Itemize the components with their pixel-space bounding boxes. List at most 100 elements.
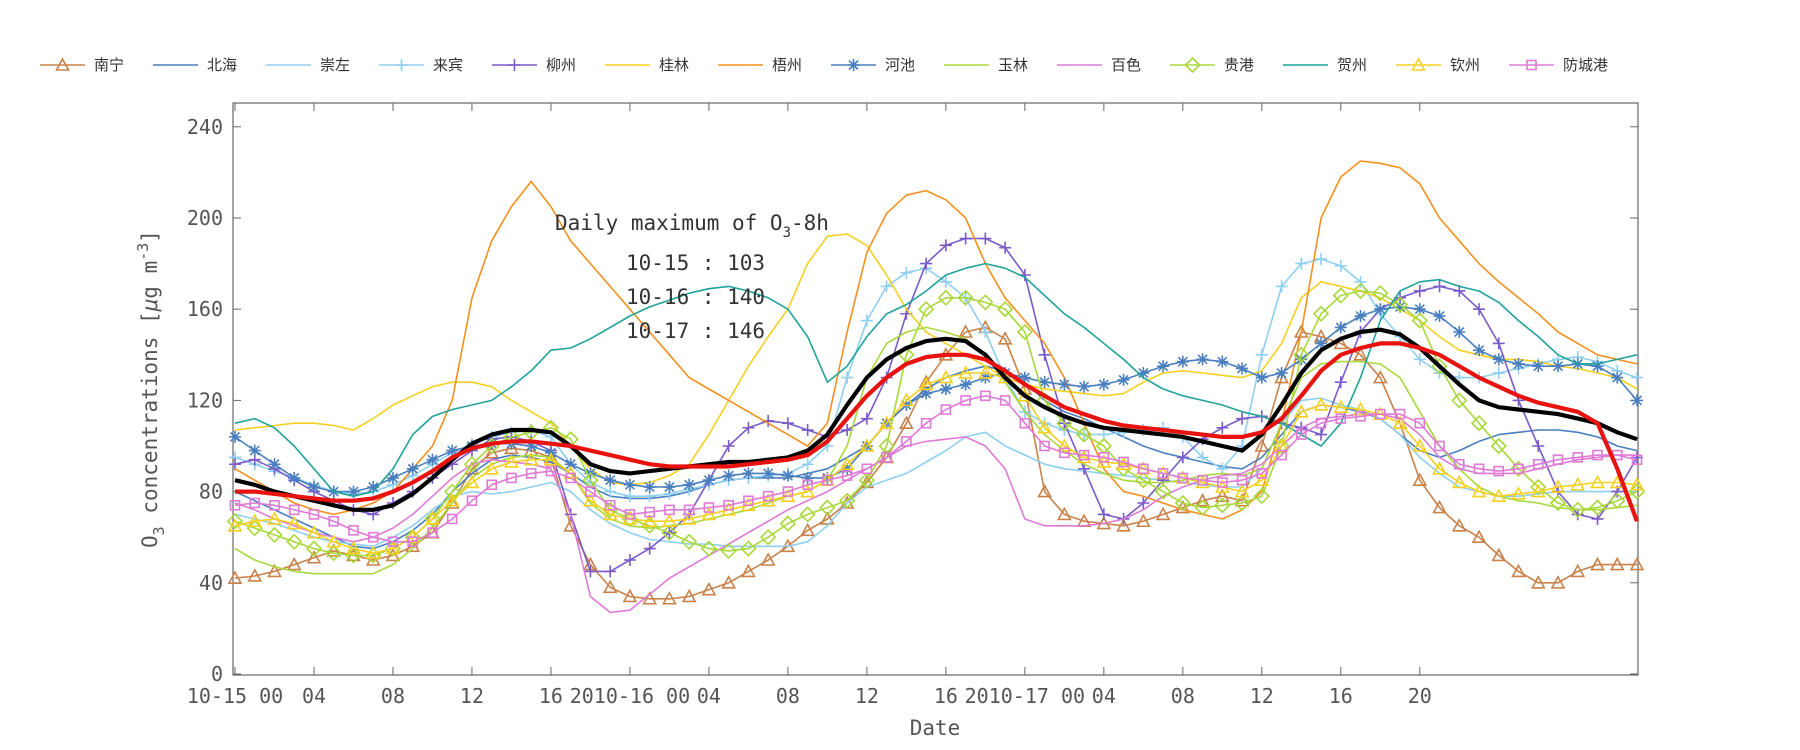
- data-point: [861, 463, 873, 475]
- series-station-9: [234, 413, 1637, 614]
- legend-item: 贺州: [1283, 56, 1367, 74]
- data-point: [742, 467, 755, 480]
- data-point: [604, 474, 617, 487]
- data-point: [1138, 463, 1149, 475]
- data-point: [1591, 360, 1604, 373]
- data-point: [226, 513, 244, 530]
- data-point: [564, 458, 577, 471]
- series-line: [234, 237, 1638, 573]
- series-line: [234, 160, 1638, 520]
- data-point: [348, 525, 359, 536]
- data-point: [444, 493, 460, 507]
- data-point: [525, 440, 538, 452]
- data-point: [799, 506, 816, 523]
- data-point: [1295, 353, 1308, 366]
- series-line: [234, 372, 1638, 554]
- data-point: [1295, 257, 1308, 270]
- data-point: [781, 417, 794, 430]
- data-point: [1097, 378, 1110, 391]
- legend-item: 河池: [831, 56, 915, 74]
- data-point: [1432, 499, 1447, 514]
- data-point: [1236, 474, 1248, 486]
- data-point: [404, 529, 421, 546]
- data-point: [1214, 488, 1230, 502]
- data-point: [1550, 575, 1566, 589]
- data-point: [1434, 440, 1445, 452]
- series-line: [235, 341, 1639, 522]
- data-point: [1394, 300, 1407, 313]
- data-point: [1155, 506, 1171, 521]
- data-point: [1412, 438, 1428, 452]
- data-point: [427, 527, 438, 538]
- data-point: [1470, 415, 1488, 432]
- series-median-line: [235, 341, 1639, 522]
- legend-item: 百色: [1057, 56, 1141, 74]
- data-point: [1038, 348, 1051, 361]
- x-tick-label: 2010-17 00: [965, 684, 1085, 708]
- data-point: [1216, 355, 1229, 368]
- data-point: [999, 395, 1011, 406]
- data-point: [583, 493, 598, 507]
- data-point: [525, 468, 537, 479]
- data-point: [721, 575, 737, 589]
- data-point: [1511, 563, 1526, 578]
- data-point: [662, 513, 677, 528]
- legend-label: 钦州: [1450, 56, 1480, 74]
- series-station-13: [229, 390, 1643, 548]
- data-point: [681, 588, 697, 603]
- legend-label: 贺州: [1337, 56, 1367, 74]
- data-point: [681, 533, 698, 550]
- data-point: [1037, 420, 1052, 434]
- data-point: [1629, 556, 1645, 571]
- data-point: [1492, 337, 1505, 350]
- data-point: [1609, 556, 1625, 571]
- series-station-6: [234, 160, 1638, 520]
- data-point: [604, 485, 617, 498]
- y-tick-label: 40: [199, 571, 223, 595]
- data-point: [899, 415, 914, 430]
- data-point: [1236, 412, 1249, 425]
- data-point: [387, 536, 399, 548]
- data-point: [1413, 303, 1426, 316]
- data-point: [802, 479, 813, 491]
- data-point: [1275, 367, 1288, 380]
- data-point: [819, 499, 836, 516]
- legend-marker: [1526, 59, 1537, 71]
- data-point: [1473, 463, 1485, 475]
- data-point: [1493, 465, 1505, 477]
- data-point: [899, 392, 914, 407]
- data-point: [602, 506, 618, 521]
- data-point: [1058, 378, 1071, 391]
- data-point: [385, 540, 401, 555]
- data-point: [663, 481, 676, 494]
- plot-frame: [232, 102, 1639, 676]
- data-point: [1530, 575, 1546, 589]
- data-point: [918, 376, 934, 391]
- data-point: [328, 515, 340, 527]
- series-station-2: [234, 397, 1637, 548]
- data-point: [1157, 360, 1170, 373]
- data-point: [720, 542, 737, 560]
- data-point: [1491, 547, 1507, 562]
- data-point: [1098, 452, 1110, 463]
- data-point: [940, 404, 952, 415]
- legend-label: 南宁: [94, 56, 124, 74]
- legend-marker: [847, 59, 860, 71]
- data-point: [917, 301, 935, 318]
- legend-label: 百色: [1111, 56, 1141, 74]
- data-point: [979, 232, 992, 245]
- data-point: [1236, 362, 1249, 375]
- data-point: [267, 511, 282, 525]
- x-tick-label: 10-15 00: [187, 684, 283, 708]
- data-point: [1315, 417, 1327, 429]
- data-point: [920, 257, 933, 270]
- data-point: [503, 428, 520, 446]
- data-point: [1433, 280, 1446, 293]
- data-point: [1157, 468, 1169, 479]
- data-point: [740, 540, 757, 557]
- data-point: [1334, 321, 1347, 334]
- data-point: [1372, 369, 1388, 384]
- data-point: [937, 289, 955, 306]
- data-point: [229, 458, 241, 471]
- data-point: [1332, 287, 1349, 304]
